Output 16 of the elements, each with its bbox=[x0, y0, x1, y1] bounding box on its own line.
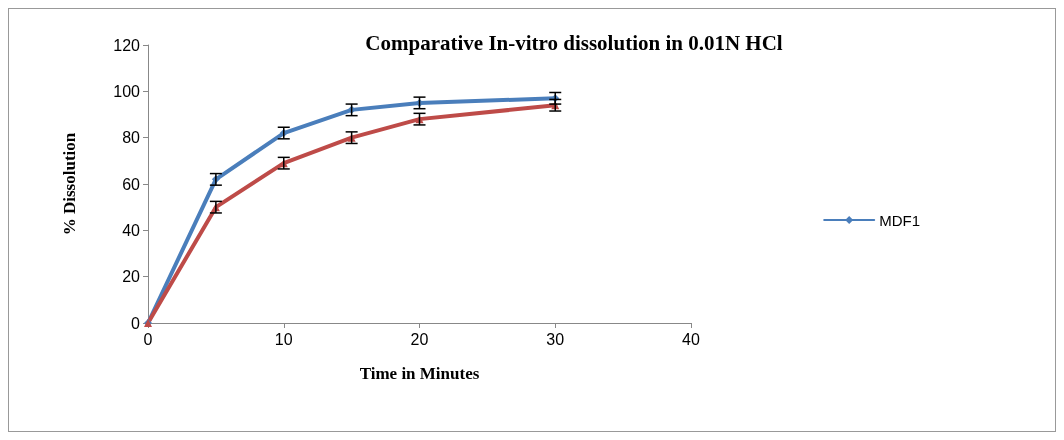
y-tick-label: 20 bbox=[122, 268, 141, 286]
chart-title: Comparative In-vitro dissolution in 0.01N HCl bbox=[365, 30, 783, 55]
x-tick-label: 10 bbox=[274, 330, 293, 348]
x-tick-label: 0 bbox=[143, 330, 153, 348]
x-tick-label: 20 bbox=[410, 330, 429, 348]
y-tick-label: 60 bbox=[122, 175, 141, 193]
legend-label: MDF1 bbox=[879, 211, 921, 229]
x-tick-label: 30 bbox=[546, 330, 565, 348]
y-tick-label: 40 bbox=[122, 221, 141, 239]
y-tick-label: 100 bbox=[113, 82, 141, 100]
y-axis-title: % Dissolution bbox=[60, 132, 79, 236]
x-axis-title: Time in Minutes bbox=[359, 364, 480, 383]
x-tick-label: 40 bbox=[682, 330, 700, 348]
y-tick-label: 120 bbox=[113, 36, 141, 54]
y-tick-label: 0 bbox=[131, 314, 141, 332]
y-tick-label: 80 bbox=[122, 129, 141, 147]
